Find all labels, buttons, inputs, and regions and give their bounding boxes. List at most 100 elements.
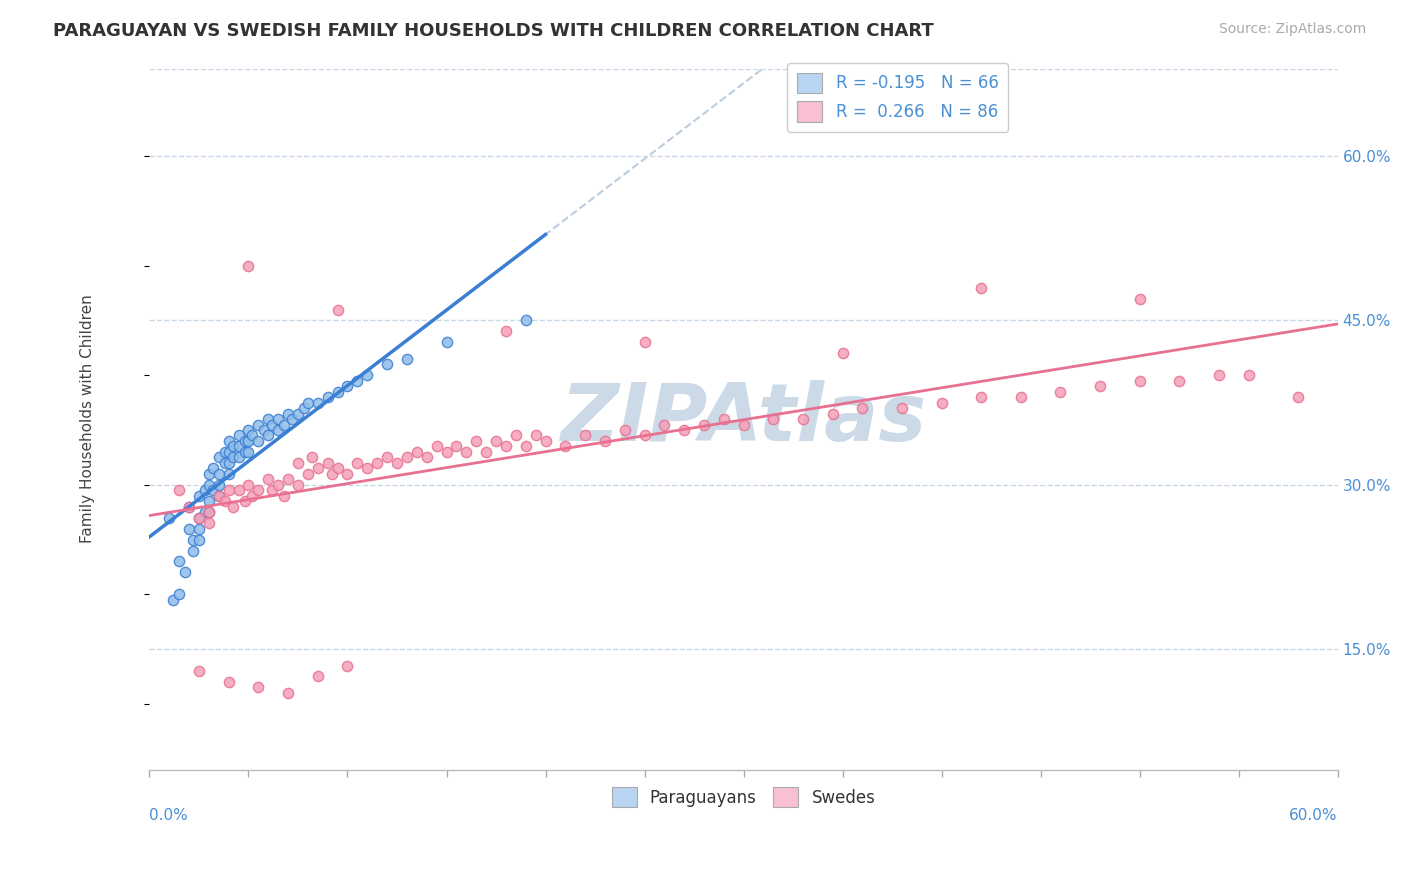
- Point: [277, 686, 299, 700]
- Point: [346, 456, 368, 470]
- Point: [233, 445, 256, 459]
- Point: [238, 445, 260, 459]
- Point: [326, 384, 349, 399]
- Point: [188, 664, 211, 678]
- Text: PARAGUAYAN VS SWEDISH FAMILY HOUSEHOLDS WITH CHILDREN CORRELATION CHART: PARAGUAYAN VS SWEDISH FAMILY HOUSEHOLDS …: [53, 22, 934, 40]
- Point: [247, 417, 270, 432]
- Point: [238, 477, 260, 491]
- Point: [1129, 292, 1152, 306]
- Point: [242, 489, 264, 503]
- Point: [515, 313, 537, 327]
- Point: [1129, 374, 1152, 388]
- Point: [316, 390, 339, 404]
- Point: [395, 351, 418, 366]
- Point: [633, 428, 655, 442]
- Point: [273, 417, 295, 432]
- Point: [475, 445, 498, 459]
- Point: [221, 500, 243, 514]
- Point: [831, 346, 853, 360]
- Point: [247, 434, 270, 448]
- Point: [336, 379, 359, 393]
- Point: [198, 467, 221, 481]
- Point: [356, 461, 378, 475]
- Point: [247, 681, 270, 695]
- Point: [218, 675, 240, 690]
- Point: [277, 472, 299, 486]
- Point: [346, 374, 368, 388]
- Point: [415, 450, 437, 465]
- Point: [194, 483, 217, 498]
- Point: [257, 472, 280, 486]
- Point: [297, 395, 319, 409]
- Point: [654, 417, 676, 432]
- Point: [465, 434, 488, 448]
- Point: [446, 439, 468, 453]
- Point: [177, 500, 200, 514]
- Point: [1010, 390, 1032, 404]
- Point: [221, 439, 243, 453]
- Point: [167, 554, 190, 568]
- Point: [201, 483, 224, 498]
- Point: [247, 483, 270, 498]
- Point: [228, 428, 250, 442]
- Point: [1286, 390, 1309, 404]
- Point: [208, 467, 231, 481]
- Point: [456, 445, 478, 459]
- Point: [188, 510, 211, 524]
- Text: 60.0%: 60.0%: [1289, 808, 1337, 823]
- Point: [228, 483, 250, 498]
- Point: [733, 417, 755, 432]
- Point: [321, 467, 343, 481]
- Point: [218, 467, 240, 481]
- Point: [214, 456, 236, 470]
- Point: [257, 412, 280, 426]
- Point: [214, 494, 236, 508]
- Point: [253, 423, 276, 437]
- Point: [174, 566, 197, 580]
- Point: [198, 505, 221, 519]
- Point: [1088, 379, 1111, 393]
- Point: [713, 412, 735, 426]
- Point: [970, 390, 993, 404]
- Point: [593, 434, 616, 448]
- Point: [188, 533, 211, 547]
- Point: [208, 477, 231, 491]
- Point: [307, 461, 329, 475]
- Point: [218, 483, 240, 498]
- Point: [505, 428, 527, 442]
- Text: ZIPAtlas: ZIPAtlas: [561, 380, 927, 458]
- Point: [851, 401, 873, 416]
- Point: [287, 456, 309, 470]
- Point: [495, 325, 517, 339]
- Point: [792, 412, 814, 426]
- Point: [177, 500, 200, 514]
- Point: [228, 439, 250, 453]
- Point: [515, 439, 537, 453]
- Point: [277, 407, 299, 421]
- Point: [693, 417, 716, 432]
- Point: [574, 428, 596, 442]
- Point: [385, 456, 408, 470]
- Point: [297, 467, 319, 481]
- Point: [1168, 374, 1191, 388]
- Point: [292, 401, 315, 416]
- Point: [375, 450, 398, 465]
- Point: [181, 543, 204, 558]
- Point: [326, 302, 349, 317]
- Point: [534, 434, 557, 448]
- Point: [257, 428, 280, 442]
- Point: [554, 439, 576, 453]
- Point: [177, 522, 200, 536]
- Point: [613, 423, 636, 437]
- Point: [395, 450, 418, 465]
- Point: [307, 669, 329, 683]
- Point: [891, 401, 914, 416]
- Point: [242, 428, 264, 442]
- Point: [181, 533, 204, 547]
- Point: [356, 368, 378, 383]
- Point: [208, 450, 231, 465]
- Point: [194, 505, 217, 519]
- Point: [326, 461, 349, 475]
- Point: [201, 461, 224, 475]
- Point: [931, 395, 953, 409]
